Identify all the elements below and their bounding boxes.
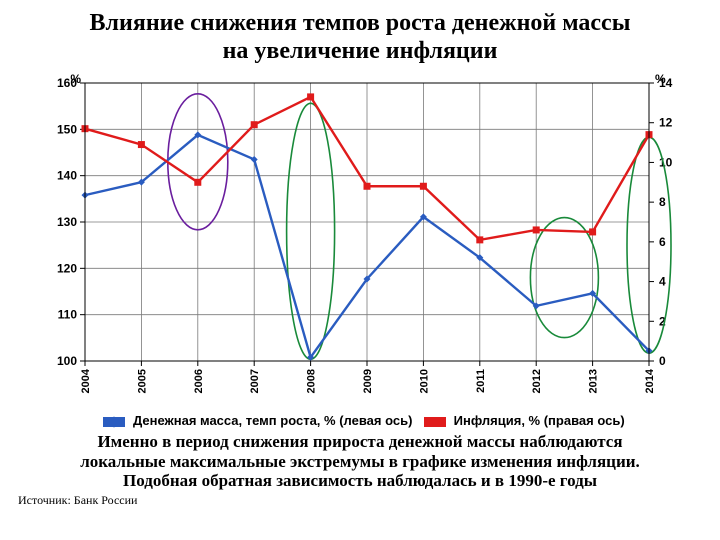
svg-text:%: %	[655, 73, 666, 86]
legend-marker-inflation	[424, 417, 446, 427]
chart-legend: Денежная масса, темп роста, % (левая ось…	[0, 413, 720, 428]
svg-text:2008: 2008	[306, 369, 318, 393]
svg-text:2005: 2005	[136, 369, 148, 393]
title-line-2: на увеличение инфляции	[223, 38, 498, 64]
svg-text:150: 150	[57, 123, 77, 137]
legend-label-inflation: Инфляция, % (правая ось)	[454, 413, 625, 428]
source-attribution: Источник: Банк России	[0, 491, 720, 508]
svg-text:10: 10	[659, 156, 673, 170]
svg-text:2011: 2011	[475, 369, 487, 393]
svg-text:12: 12	[659, 116, 673, 130]
svg-text:2014: 2014	[644, 368, 656, 393]
caption-line-2: локальные максимальные экстремумы в граф…	[80, 452, 640, 471]
svg-text:6: 6	[659, 235, 666, 249]
chart-container: 1001101201301401501600246810121420042005…	[33, 73, 687, 409]
caption-line-1: Именно в период снижения прироста денежн…	[97, 432, 622, 451]
legend-label-money: Денежная масса, темп роста, % (левая ось…	[133, 413, 412, 428]
svg-text:%: %	[70, 73, 81, 86]
line-chart: 1001101201301401501600246810121420042005…	[33, 73, 687, 409]
svg-text:2013: 2013	[588, 369, 600, 393]
svg-text:110: 110	[58, 308, 78, 322]
svg-text:2010: 2010	[418, 369, 430, 393]
svg-text:2009: 2009	[362, 369, 374, 393]
title-line-1: Влияние снижения темпов роста денежной м…	[90, 10, 631, 36]
svg-text:8: 8	[659, 195, 666, 209]
svg-text:100: 100	[57, 354, 77, 368]
chart-title: Влияние снижения темпов роста денежной м…	[0, 0, 720, 67]
caption-line-3: Подобная обратная зависимость наблюдалас…	[123, 471, 597, 490]
legend-marker-money	[103, 417, 125, 427]
svg-text:2007: 2007	[249, 369, 261, 393]
svg-text:2012: 2012	[531, 369, 543, 393]
svg-text:140: 140	[57, 169, 77, 183]
svg-text:130: 130	[57, 215, 77, 229]
chart-caption: Именно в период снижения прироста денежн…	[0, 428, 720, 491]
svg-text:0: 0	[659, 354, 666, 368]
svg-text:2006: 2006	[193, 369, 205, 393]
svg-text:4: 4	[659, 275, 666, 289]
svg-text:120: 120	[57, 262, 77, 276]
svg-text:2004: 2004	[80, 368, 92, 393]
